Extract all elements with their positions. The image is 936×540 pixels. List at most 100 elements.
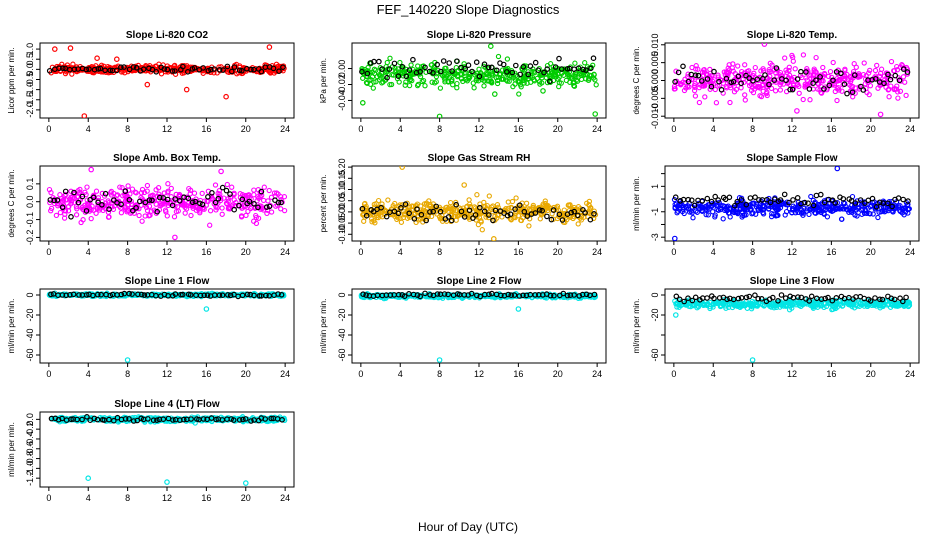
hourly-point [70, 291, 77, 298]
data-point [251, 187, 257, 193]
data-point [62, 208, 69, 214]
data-point [281, 194, 288, 200]
hourly-point [672, 78, 678, 85]
data-point [704, 205, 711, 211]
hourly-point [236, 67, 243, 74]
data-point [516, 91, 522, 97]
hourly-point [726, 194, 733, 201]
y-tick-label: -1.0 [25, 82, 35, 98]
hourly-point [199, 201, 206, 208]
x-tick-label: 16 [513, 124, 523, 134]
y-tick-label: -20 [337, 308, 347, 321]
hourly-point [417, 69, 424, 75]
outlier-point [672, 235, 678, 241]
x-tick-label: 12 [474, 247, 484, 257]
data-point [504, 56, 511, 62]
hourly-point [801, 199, 808, 206]
hourly-point [185, 69, 191, 75]
data-point [510, 83, 516, 90]
x-tick-label: 0 [671, 124, 676, 134]
data-point [868, 202, 875, 208]
hourly-point [239, 67, 245, 74]
data-point [402, 82, 408, 88]
data-point [503, 206, 509, 212]
hourly-point [781, 191, 788, 198]
data-point [486, 193, 492, 199]
data-point [783, 303, 789, 309]
data-points [46, 166, 288, 241]
hourly-point [481, 208, 488, 215]
data-point [813, 203, 820, 210]
hourly-point [122, 188, 129, 195]
hourly-point [118, 201, 124, 208]
data-point [877, 70, 884, 77]
data-point [136, 212, 142, 219]
data-points [671, 166, 912, 241]
data-point [712, 214, 718, 220]
y-tick-label: -0.10 [337, 224, 347, 245]
data-point [735, 63, 741, 69]
hourly-point [90, 194, 97, 201]
data-point [216, 188, 222, 194]
data-point [278, 197, 284, 203]
data-point [777, 87, 784, 93]
x-tick-label: 20 [241, 369, 251, 379]
hourly-point [83, 208, 90, 214]
data-point [65, 204, 71, 210]
data-point [429, 62, 435, 68]
hourly-point [879, 296, 886, 303]
data-point [144, 208, 151, 214]
data-point [442, 79, 448, 85]
x-tick-label: 8 [125, 493, 130, 503]
hourly-point [434, 61, 441, 68]
data-point [862, 81, 868, 87]
data-point [571, 79, 577, 86]
x-tick-label: 12 [787, 369, 797, 379]
data-point [867, 67, 873, 74]
hourly-point [560, 290, 567, 297]
hourly-point [236, 202, 242, 209]
hourly-point [430, 208, 437, 215]
data-point [211, 201, 217, 207]
data-point [700, 83, 706, 89]
hourly-point [862, 200, 868, 206]
hourly-point [688, 197, 695, 204]
data-point [874, 62, 880, 69]
data-point [371, 70, 378, 77]
data-point [278, 206, 284, 212]
hourly-point [821, 199, 828, 206]
y-axis-label: ml/min per min. [632, 176, 641, 231]
hourly-point [583, 291, 590, 298]
hourly-point [227, 191, 233, 197]
data-point [275, 191, 281, 197]
outlier-point [761, 43, 768, 47]
data-point [214, 205, 220, 211]
data-point [686, 209, 693, 215]
data-point [479, 227, 485, 233]
hourly-point [402, 201, 409, 208]
hourly-point [559, 217, 566, 223]
hourly-point [769, 294, 776, 301]
hourly-point [63, 292, 69, 299]
hourly-point [580, 66, 587, 73]
data-point [710, 209, 716, 215]
hourly-point [888, 295, 895, 302]
hourly-point [520, 292, 526, 299]
hourly-point [48, 291, 54, 298]
data-point [800, 52, 807, 58]
data-points [672, 292, 913, 363]
data-point [440, 216, 446, 222]
hourly-point [76, 292, 82, 298]
data-point [871, 302, 877, 308]
data-point [685, 71, 691, 77]
hourly-point [417, 293, 424, 300]
hourly-point [142, 199, 149, 206]
hourly-point [466, 207, 473, 214]
data-point [125, 187, 132, 193]
data-point [385, 197, 391, 203]
data-points [48, 413, 288, 486]
x-tick-label: 16 [826, 247, 836, 257]
data-point [186, 185, 192, 192]
data-point [712, 86, 718, 93]
